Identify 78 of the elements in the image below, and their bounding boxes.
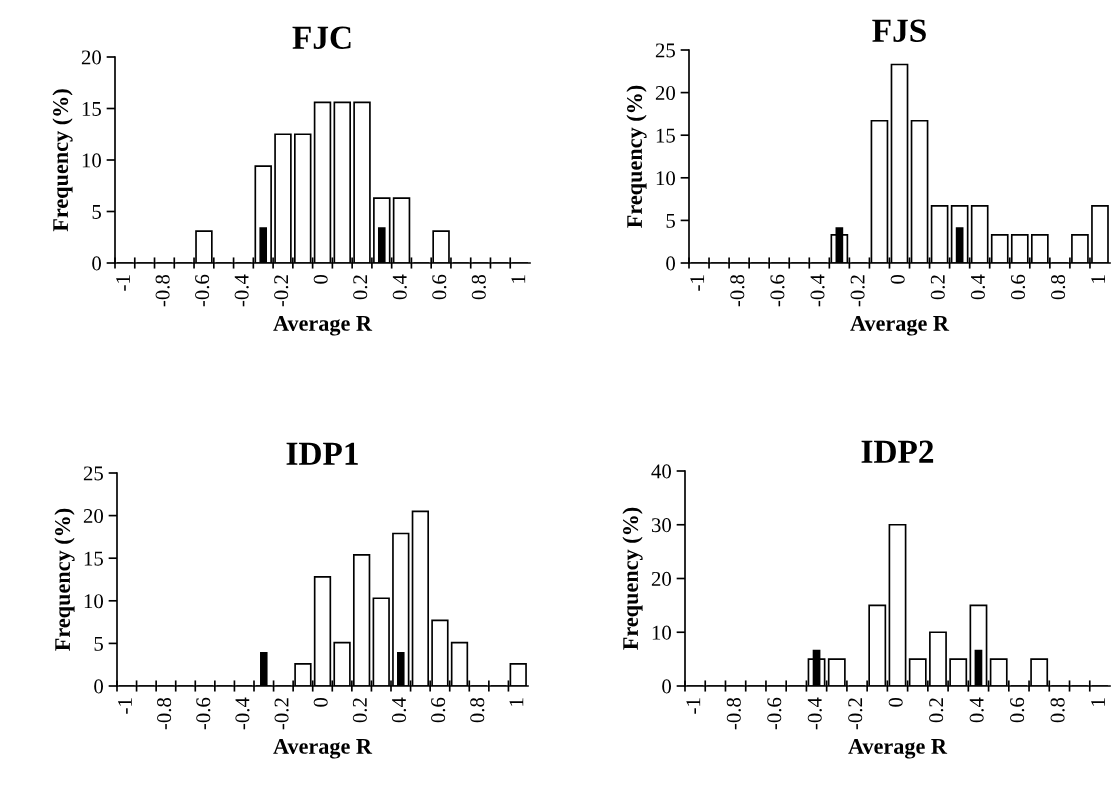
x-tick-label: -0.8 xyxy=(730,274,745,307)
x-tick-label: -0.2 xyxy=(274,275,289,307)
y-tick-label: 0 xyxy=(94,679,104,694)
x-axis-title: Average R xyxy=(273,739,373,759)
x-tick-label: 0 xyxy=(313,697,328,707)
chart-title: IDP1 xyxy=(286,442,358,465)
y-tick-label: 0 xyxy=(92,256,102,271)
x-tick-label: -1 xyxy=(116,275,130,291)
y-tick-label: 20 xyxy=(655,85,676,101)
y-axis-title: Frequency (%) xyxy=(622,507,643,650)
y-tick-label: 0 xyxy=(662,679,672,694)
y-tick-label: 10 xyxy=(84,594,104,609)
x-axis-title: Average R xyxy=(273,316,373,336)
x-tick-label: 0 xyxy=(888,697,903,707)
x-tick-label: 1 xyxy=(511,275,526,283)
y-tick-label: 5 xyxy=(666,213,675,228)
y-tick-label: 15 xyxy=(656,128,675,143)
x-tick-label: 0.8 xyxy=(1051,274,1066,300)
x-tick-label: 0.2 xyxy=(353,275,368,300)
x-tick-label: 0.4 xyxy=(970,274,985,300)
x-tick-label: -0.4 xyxy=(807,697,822,730)
x-tick-label: 0 xyxy=(890,274,905,284)
x-tick-label: 1 xyxy=(1091,275,1105,283)
x-tick-label: 0.2 xyxy=(352,698,367,723)
x-tick-label: -0.8 xyxy=(155,274,170,307)
x-tick-label: -0.6 xyxy=(767,697,782,730)
x-tick-label: -1 xyxy=(686,698,701,714)
y-tick-label: 15 xyxy=(84,551,103,566)
x-tick-label: -0.4 xyxy=(234,274,249,307)
x-tick-label: 0.4 xyxy=(391,697,407,723)
x-tick-label: 1 xyxy=(1091,698,1105,706)
x-tick-label: 0 xyxy=(313,274,328,284)
x-tick-label: 0.6 xyxy=(432,274,447,300)
chart-title: IDP2 xyxy=(861,440,934,463)
y-tick-label: 15 xyxy=(82,101,101,116)
x-tick-label: 1 xyxy=(509,698,524,706)
chart-title: FJS xyxy=(872,19,926,42)
y-tick-label: 40 xyxy=(651,464,672,479)
y-tick-label: 10 xyxy=(82,153,102,168)
y-tick-label: 5 xyxy=(94,636,103,651)
x-tick-label: 0.6 xyxy=(1010,274,1026,300)
y-tick-label: 0 xyxy=(666,256,676,271)
y-tick-label: 30 xyxy=(651,518,672,533)
x-tick-label: 0.6 xyxy=(431,697,446,723)
x-tick-label: 0.8 xyxy=(471,274,486,300)
x-axis-title: Average R xyxy=(848,739,948,759)
x-tick-label: -0.2 xyxy=(850,275,865,307)
x-tick-label: 0.2 xyxy=(929,698,944,723)
x-axis-title: Average R xyxy=(850,316,950,336)
y-tick-label: 20 xyxy=(83,508,104,524)
x-tick-label: -1 xyxy=(118,698,132,714)
y-tick-label: 20 xyxy=(81,50,102,65)
y-axis-title: Frequency (%) xyxy=(54,508,75,651)
x-tick-label: -0.6 xyxy=(770,274,785,307)
x-tick-label: 0.4 xyxy=(392,274,407,300)
x-tick-label: -0.6 xyxy=(196,697,211,730)
x-tick-label: -0.8 xyxy=(157,697,172,730)
x-tick-label: 0.6 xyxy=(1010,697,1025,723)
x-tick-label: -0.6 xyxy=(195,274,210,307)
x-tick-label: -0.2 xyxy=(274,698,289,730)
y-tick-label: 20 xyxy=(651,571,672,586)
x-tick-label: 0.8 xyxy=(1050,697,1065,723)
y-tick-label: 25 xyxy=(83,466,103,481)
y-tick-label: 10 xyxy=(656,171,676,186)
chart-title: FJC xyxy=(292,26,351,49)
y-tick-label: 25 xyxy=(655,43,675,58)
x-tick-label: -0.2 xyxy=(848,698,863,730)
y-tick-label: 5 xyxy=(92,205,101,219)
x-tick-label: -0.4 xyxy=(810,274,825,307)
y-axis-title: Frequency (%) xyxy=(626,85,647,228)
x-tick-label: -0.4 xyxy=(235,697,250,730)
y-tick-label: 10 xyxy=(652,625,672,640)
x-tick-label: 0.4 xyxy=(969,697,984,723)
x-tick-label: 0.8 xyxy=(470,697,485,723)
y-axis-title: Frequency (%) xyxy=(52,89,73,232)
x-tick-label: -0.8 xyxy=(726,697,741,730)
x-tick-label: -1 xyxy=(690,275,705,291)
x-tick-label: 0.2 xyxy=(930,275,945,300)
